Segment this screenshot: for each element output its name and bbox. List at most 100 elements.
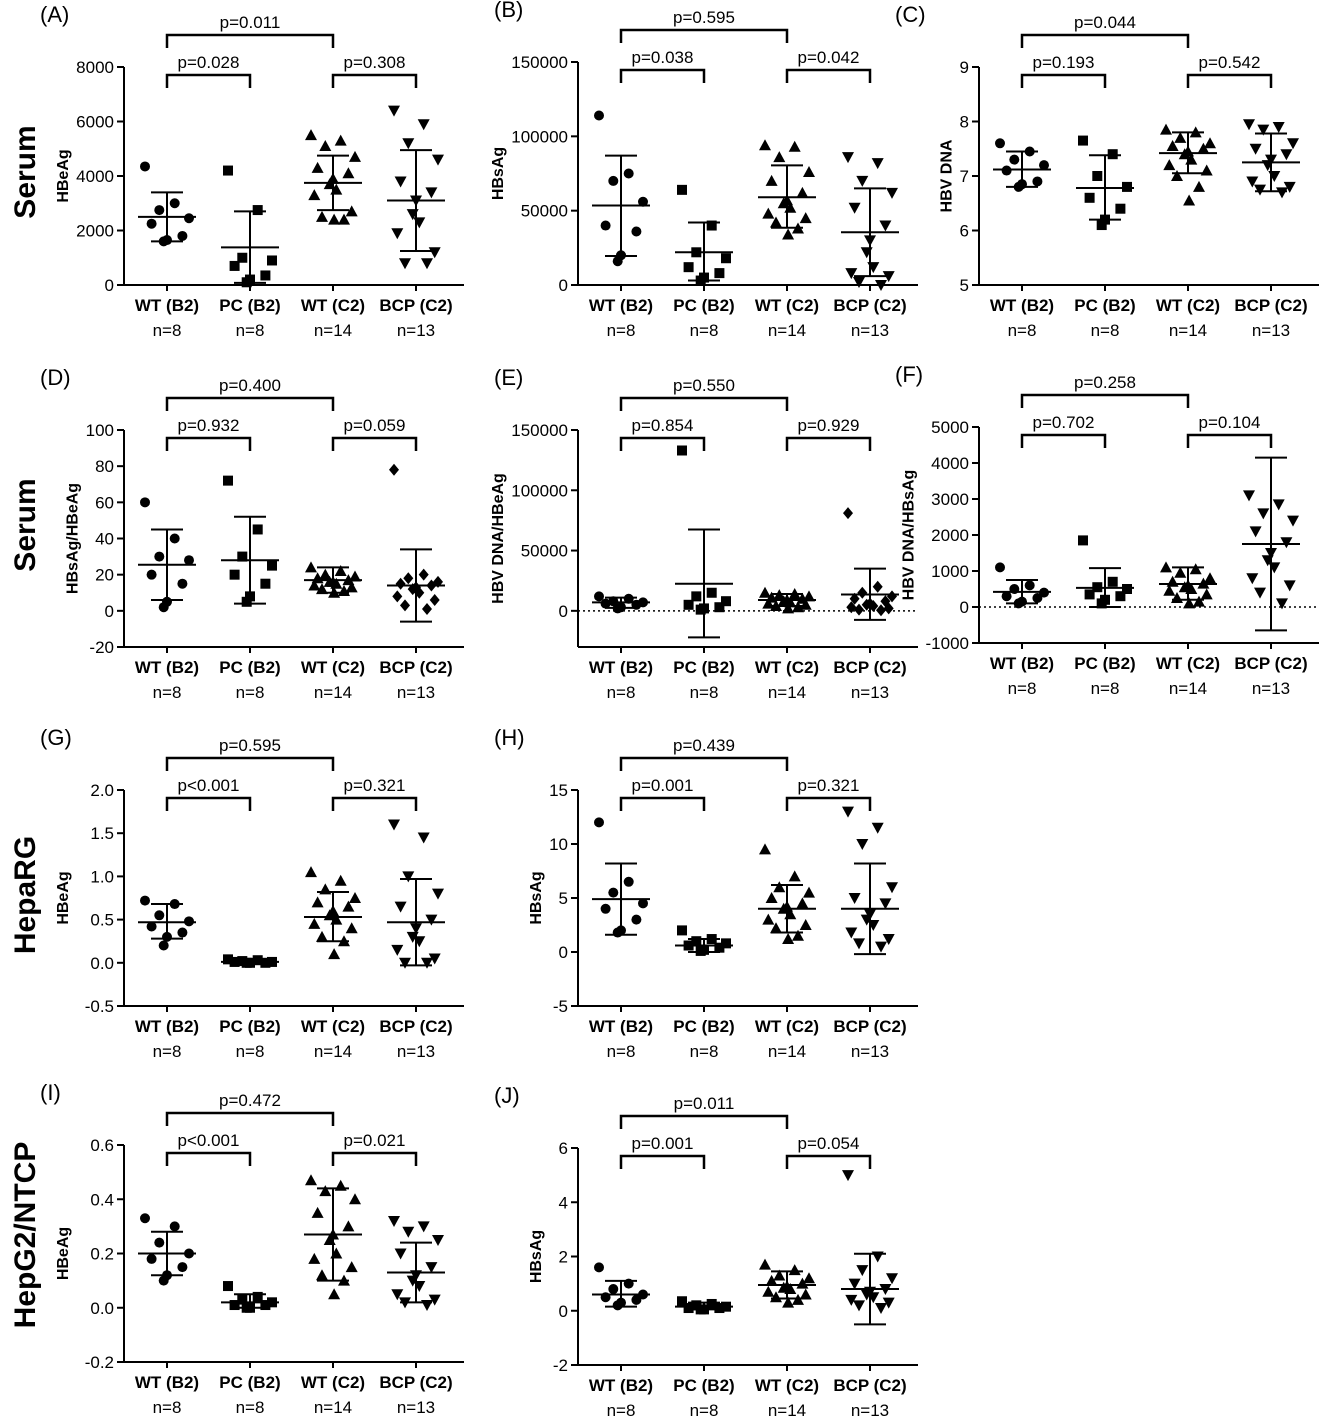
x-tick-label: WT (B2) xyxy=(135,1373,199,1392)
y-tick-label: 10 xyxy=(549,835,568,854)
data-point xyxy=(417,119,430,131)
data-point xyxy=(842,806,854,818)
data-point xyxy=(237,551,248,562)
data-point xyxy=(146,218,157,229)
data-point xyxy=(706,587,717,598)
y-tick-label: 60 xyxy=(95,493,114,512)
data-point xyxy=(394,176,407,188)
panel-j: (J) -2 0 2 4 6 HBsAg WT (B2) n=8 PC (B2) n=8 WT (C2… xyxy=(494,1083,918,1420)
data-point xyxy=(425,187,438,199)
data-point xyxy=(770,216,782,228)
data-point xyxy=(612,256,623,267)
data-point xyxy=(311,896,324,908)
x-tick-label: WT (C2) xyxy=(1156,296,1220,315)
data-point xyxy=(1189,563,1202,575)
p-value-label: p<0.001 xyxy=(178,776,240,795)
data-point xyxy=(1001,591,1012,602)
panel-e: (E) 0 50000 100000 150000 HBV DNA/HBeAg WT (B2… xyxy=(490,365,918,702)
data-point xyxy=(1096,220,1107,231)
data-point xyxy=(1174,131,1187,143)
group-count-label: n=13 xyxy=(1252,679,1290,698)
data-point xyxy=(803,590,815,602)
x-tick-label: WT (C2) xyxy=(755,1376,819,1395)
significance-bracket xyxy=(1186,73,1273,88)
panel-label: (G) xyxy=(40,725,72,750)
p-value-label: p=0.042 xyxy=(798,48,860,67)
data-point xyxy=(1249,143,1262,155)
data-point xyxy=(762,207,775,219)
p-value-label: p=0.439 xyxy=(673,736,735,755)
panel-a: (A) 0 2000 4000 6000 8000 HBeAg WT (B2) n=8 PC (B… xyxy=(40,2,464,340)
x-tick-label: BCP (C2) xyxy=(379,1017,452,1036)
data-point xyxy=(140,1213,150,1224)
data-point xyxy=(714,942,725,953)
data-point xyxy=(319,1185,332,1197)
data-point xyxy=(875,1303,887,1315)
y-tick-label: 1000 xyxy=(931,562,969,581)
panel-c: (C) 5 6 7 8 9 HBV DNA WT (B2) n=8 PC (B2) n=8 WT (C… xyxy=(895,2,1319,340)
data-point xyxy=(883,602,894,615)
data-point xyxy=(623,168,634,179)
x-tick-label: WT (B2) xyxy=(589,658,653,677)
data-point xyxy=(1032,593,1043,603)
data-point xyxy=(223,954,233,965)
y-tick-label: 0 xyxy=(105,602,114,621)
data-point xyxy=(140,895,150,906)
x-tick-label: BCP (C2) xyxy=(379,1373,452,1392)
data-point xyxy=(402,1226,415,1238)
y-tick-label: 5 xyxy=(559,889,568,908)
group-count-label: n=14 xyxy=(768,1042,806,1061)
x-tick-label: PC (B2) xyxy=(219,658,280,677)
p-value-label: p=0.308 xyxy=(344,53,406,72)
data-point xyxy=(267,560,277,571)
p-value-label: p=0.001 xyxy=(632,1134,694,1153)
data-point xyxy=(1243,490,1255,502)
data-point xyxy=(846,601,857,614)
data-point xyxy=(1107,576,1118,587)
data-point xyxy=(345,922,358,934)
p-value-label: p<0.001 xyxy=(178,1131,240,1150)
group-count-label: n=8 xyxy=(236,683,265,702)
data-point xyxy=(316,583,328,595)
x-tick-label: BCP (C2) xyxy=(833,1376,906,1395)
y-axis-label: HBV DNA/HBeAg xyxy=(490,473,507,604)
data-point xyxy=(345,1261,358,1273)
data-point xyxy=(765,892,778,903)
data-point xyxy=(792,929,804,941)
y-tick-label: 4000 xyxy=(76,167,114,186)
data-point xyxy=(803,1272,815,1284)
data-point xyxy=(154,551,165,562)
y-tick-label: 0.0 xyxy=(90,954,114,973)
x-tick-label: WT (C2) xyxy=(755,296,819,315)
data-point xyxy=(311,161,324,173)
data-point xyxy=(995,138,1005,149)
data-point xyxy=(177,927,188,938)
data-point xyxy=(328,213,341,225)
y-tick-label: 4 xyxy=(559,1193,568,1212)
significance-bracket xyxy=(619,28,789,43)
data-point xyxy=(1096,598,1107,609)
data-point xyxy=(328,1288,341,1300)
group-count-label: n=8 xyxy=(690,1401,719,1420)
data-point xyxy=(1160,561,1172,573)
data-point xyxy=(389,463,399,476)
p-value-label: p=0.929 xyxy=(798,416,860,435)
data-point xyxy=(154,1237,165,1248)
y-tick-label: 0.0 xyxy=(90,1299,114,1318)
y-axis-label: HBsAg xyxy=(528,1230,545,1283)
significance-bracket xyxy=(331,73,418,88)
data-point xyxy=(600,903,611,914)
p-value-label: p=0.932 xyxy=(178,416,240,435)
data-point xyxy=(154,910,165,921)
data-point xyxy=(1163,159,1176,171)
significance-bracket xyxy=(619,1114,789,1129)
data-point xyxy=(796,186,809,198)
data-point xyxy=(853,1300,865,1312)
data-point xyxy=(1160,123,1172,135)
panel-label: (B) xyxy=(494,0,523,22)
data-point xyxy=(388,1215,400,1227)
data-point xyxy=(402,138,415,150)
data-point xyxy=(1283,181,1296,193)
data-point xyxy=(1280,149,1293,161)
data-point xyxy=(1200,588,1213,600)
